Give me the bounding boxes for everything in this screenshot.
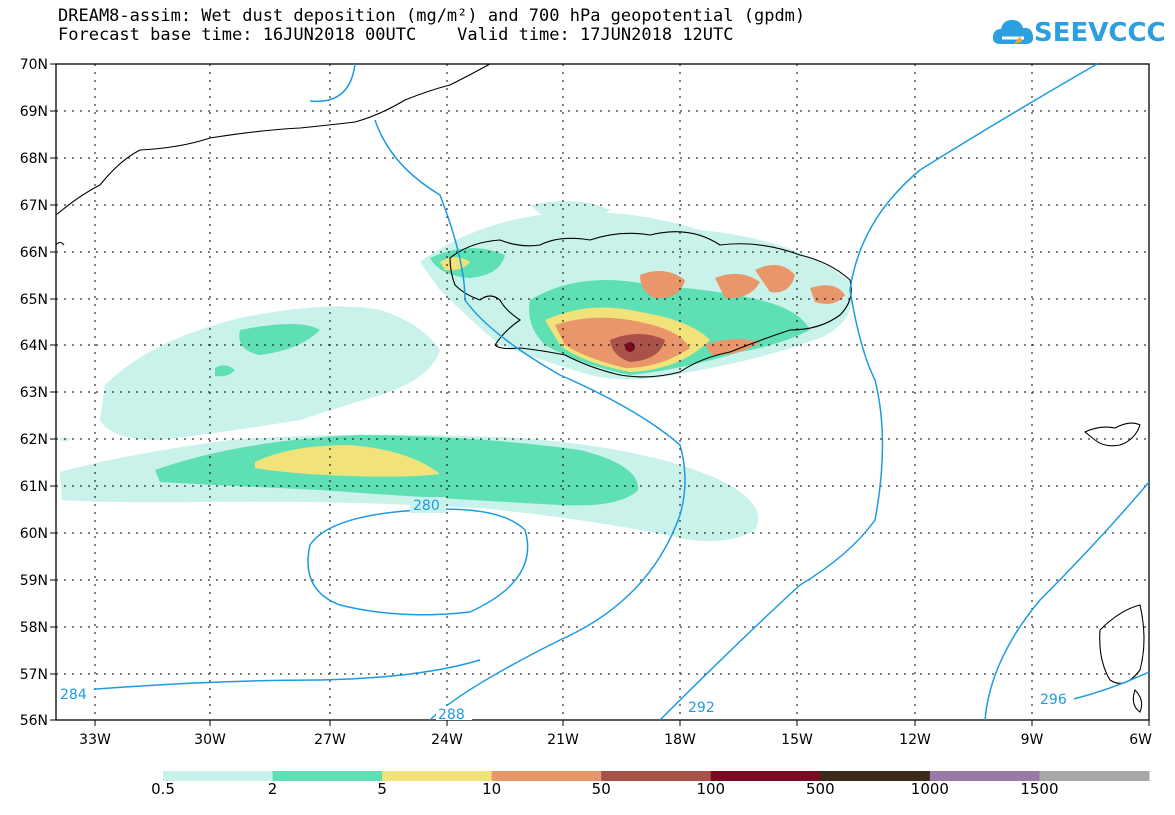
axis-ticks	[50, 63, 1150, 726]
lon-label: 24W	[431, 732, 463, 748]
coast-scotland	[1099, 604, 1145, 684]
lon-label: 27W	[314, 732, 346, 748]
legend-label: 2	[267, 780, 278, 798]
lon-label: 21W	[547, 732, 579, 748]
legend-swatch	[1039, 771, 1150, 781]
dust-area-yellow-south	[255, 445, 440, 477]
coast-scotland-islands	[1132, 688, 1143, 713]
legend-label: 1000	[910, 780, 949, 798]
dust-shading	[60, 201, 852, 542]
contour-label-284: 284	[60, 687, 87, 703]
grid-lines	[56, 64, 1149, 720]
dust-area-medium-west	[239, 324, 320, 355]
legend-swatch	[601, 771, 712, 781]
coast-greenland-fragment	[55, 241, 65, 246]
lat-label: 59N	[20, 573, 48, 589]
lat-label: 66N	[20, 245, 48, 261]
lon-label: 15W	[781, 732, 813, 748]
lon-label: 12W	[899, 732, 931, 748]
coast-faroe	[1083, 422, 1141, 447]
legend-swatch	[382, 771, 493, 781]
dust-area-peak	[625, 342, 635, 352]
lon-label: 33W	[79, 732, 111, 748]
dust-area-orange-east3	[810, 285, 845, 304]
longitude-labels: 33W 30W 27W 24W 21W 18W 15W 12W 9W 6W	[79, 732, 1152, 748]
dust-area-light-north	[530, 201, 610, 223]
map-subtitle: Forecast base time: 16JUN2018 00UTC Vali…	[58, 25, 734, 45]
lon-label: 9W	[1021, 732, 1044, 748]
lat-label: 61N	[20, 479, 48, 495]
legend-label: 5	[377, 780, 387, 798]
lat-label: 68N	[20, 151, 48, 167]
dust-area-orange-se	[705, 339, 760, 356]
coast-greenland	[55, 63, 491, 216]
dust-area-brown-iceland	[610, 334, 665, 362]
contour-296-east	[1069, 671, 1150, 701]
legend-label: 10	[482, 780, 502, 798]
lat-label: 58N	[20, 620, 48, 636]
dust-area-yellow-nw	[440, 257, 470, 271]
legend-swatch	[163, 771, 274, 781]
lat-label: 64N	[20, 338, 48, 354]
legend-label: 100	[696, 780, 726, 798]
contour-label-group: 280 284 288 292 296	[58, 497, 1074, 723]
legend-swatch	[820, 771, 931, 781]
legend-swatch	[491, 771, 602, 781]
contour-top	[309, 63, 356, 103]
contour-label-280: 280	[413, 498, 440, 514]
dust-area-light-west	[100, 306, 440, 440]
legend-swatch	[710, 771, 821, 781]
contour-292	[659, 63, 1098, 721]
lon-label: 30W	[194, 732, 226, 748]
lat-label: 60N	[20, 526, 48, 542]
lat-label: 70N	[20, 57, 48, 73]
lat-label: 65N	[20, 292, 48, 308]
dust-area-orange-north	[640, 271, 685, 299]
latitude-labels: 70N 69N 68N 67N 66N 65N 64N 63N 62N 61N …	[20, 57, 48, 729]
legend-label: 0.5	[151, 780, 175, 798]
legend-swatch	[929, 771, 1040, 781]
contour-label-292: 292	[688, 700, 715, 716]
lat-label: 63N	[20, 385, 48, 401]
contour-label-288: 288	[438, 707, 465, 723]
seevccc-logo: SEEVCCC	[990, 14, 1166, 58]
coast-iceland	[449, 231, 852, 378]
lat-label: 69N	[20, 104, 48, 120]
logo-text: SEEVCCC	[1034, 18, 1166, 48]
map-title: DREAM8-assim: Wet dust deposition (mg/m²…	[58, 6, 806, 26]
dust-area-blob1	[215, 365, 235, 377]
legend-colorbar	[163, 771, 1150, 781]
legend-label: 1500	[1020, 780, 1059, 798]
lon-label: 6W	[1129, 732, 1152, 748]
geopotential-contours	[59, 63, 1150, 721]
legend-label: 50	[591, 780, 611, 798]
dust-area-orange-east1	[715, 273, 760, 299]
lon-label: 18W	[664, 732, 696, 748]
lat-label: 67N	[20, 198, 48, 214]
dust-area-orange-east2	[755, 265, 795, 293]
contour-288	[374, 119, 686, 721]
contour-label-296: 296	[1040, 692, 1067, 708]
lat-label: 56N	[20, 713, 48, 729]
coastlines	[55, 63, 1145, 713]
contour-296	[984, 481, 1150, 721]
contour-284	[59, 659, 481, 693]
lat-label: 57N	[20, 667, 48, 683]
legend-swatch	[272, 771, 383, 781]
cloud-icon	[992, 20, 1034, 44]
contour-280	[307, 508, 529, 616]
lat-label: 62N	[20, 432, 48, 448]
legend-label: 500	[806, 780, 835, 798]
